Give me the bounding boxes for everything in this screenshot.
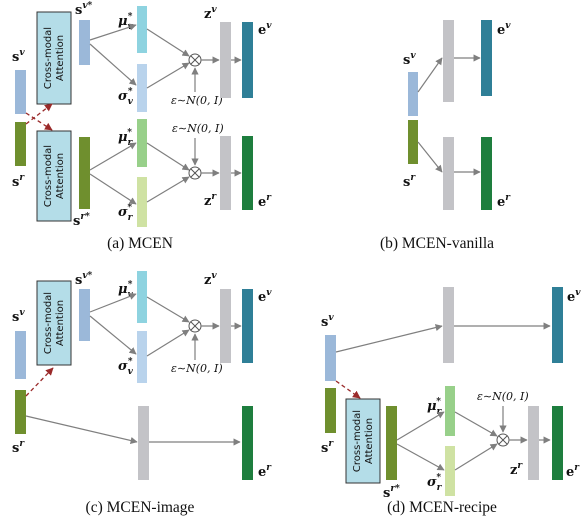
svg-text:ev: ev bbox=[567, 288, 581, 305]
svg-text:μv*: μv* bbox=[118, 280, 134, 300]
panel-mcen-recipe: sv sr ev Cross-modal Attention sr* μr* σ… bbox=[321, 287, 581, 516]
caption-b: (b) MCEN-vanilla bbox=[380, 235, 494, 252]
svg-text:zv: zv bbox=[204, 5, 217, 22]
panel-mcen-vanilla: sv sr ev er (b) MCEN-vanilla bbox=[380, 20, 511, 252]
svg-text:ε∼N(0, I): ε∼N(0, I) bbox=[171, 94, 223, 107]
s-r-label: sr bbox=[12, 173, 25, 190]
svg-text:σr*: σr* bbox=[427, 473, 443, 493]
mu-r-bar bbox=[137, 119, 147, 167]
svg-text:ev: ev bbox=[497, 21, 511, 38]
svg-text:sr*: sr* bbox=[383, 484, 400, 501]
s-r-star-bar bbox=[79, 137, 90, 209]
caption-d: (d) MCEN-recipe bbox=[387, 499, 497, 516]
recipe-attention-box bbox=[345, 398, 381, 484]
mu-v-bar bbox=[137, 6, 147, 53]
svg-text:sr: sr bbox=[403, 173, 416, 190]
svg-text:Cross-modal: Cross-modal bbox=[43, 292, 54, 354]
svg-text:Attention: Attention bbox=[364, 418, 375, 464]
sigma-v-bar bbox=[137, 64, 147, 112]
svg-text:er: er bbox=[258, 193, 272, 210]
svg-text:Cross-modal: Cross-modal bbox=[43, 145, 54, 207]
vanilla-z-r-bar bbox=[443, 137, 454, 210]
panel-mcen-image: sv sr Cross-modal Attention sv* μv* σv* … bbox=[12, 271, 272, 516]
sigma-r-bar bbox=[137, 177, 147, 227]
svg-text:σv*: σv* bbox=[118, 87, 134, 107]
svg-text:Attention: Attention bbox=[55, 153, 66, 199]
e-v-bar bbox=[242, 22, 253, 98]
cross-arrow-v-to-r bbox=[25, 112, 53, 131]
svg-text:sv: sv bbox=[12, 308, 25, 325]
attention-box-top bbox=[36, 11, 72, 105]
svg-text:ev: ev bbox=[258, 288, 272, 305]
caption-c: (c) MCEN-image bbox=[86, 499, 195, 516]
svg-text:σr*: σr* bbox=[118, 203, 134, 223]
svg-text:Attention: Attention bbox=[55, 35, 66, 81]
svg-text:μr*: μr* bbox=[118, 128, 134, 148]
svg-text:sv: sv bbox=[321, 313, 334, 330]
z-v-bar bbox=[220, 22, 231, 98]
e-r-bar bbox=[242, 136, 253, 210]
svg-text:er: er bbox=[258, 463, 272, 480]
svg-text:sr: sr bbox=[12, 439, 25, 456]
caption-a: (a) MCEN bbox=[107, 235, 173, 252]
svg-text:Attention: Attention bbox=[55, 300, 66, 346]
s-r-bar bbox=[15, 122, 26, 166]
svg-text:ε∼N(0, I): ε∼N(0, I) bbox=[172, 122, 224, 135]
s-v-star-bar bbox=[79, 20, 90, 65]
s-v-label: sv bbox=[12, 48, 25, 65]
z-r-bar bbox=[220, 136, 231, 210]
svg-text:Cross-modal: Cross-modal bbox=[352, 410, 363, 472]
s-v-bar bbox=[15, 70, 26, 114]
svg-text:zr: zr bbox=[510, 461, 523, 478]
svg-text:μv*: μv* bbox=[118, 12, 134, 32]
svg-text:er: er bbox=[497, 193, 511, 210]
vanilla-z-v-bar bbox=[443, 20, 454, 102]
svg-text:Cross-modal: Cross-modal bbox=[43, 27, 54, 89]
svg-text:sr*: sr* bbox=[73, 212, 90, 229]
svg-text:sr: sr bbox=[321, 439, 334, 456]
svg-text:er: er bbox=[566, 463, 580, 480]
svg-text:ε∼N(0, I): ε∼N(0, I) bbox=[477, 390, 529, 403]
attention-box-bottom bbox=[36, 130, 72, 222]
svg-text:zr: zr bbox=[204, 192, 217, 209]
svg-text:ε∼N(0, I): ε∼N(0, I) bbox=[171, 362, 223, 375]
svg-text:zv: zv bbox=[204, 271, 217, 288]
image-attention-box bbox=[36, 280, 72, 366]
cross-arrow-r-to-v bbox=[25, 103, 53, 125]
svg-text:sv*: sv* bbox=[75, 1, 93, 18]
svg-text:σv*: σv* bbox=[118, 357, 134, 377]
svg-text:sv: sv bbox=[403, 51, 416, 68]
svg-text:sv*: sv* bbox=[75, 271, 93, 288]
panel-mcen: sv sr Cross-modal Attention Cross-modal … bbox=[12, 1, 272, 252]
svg-text:ev: ev bbox=[258, 21, 272, 38]
